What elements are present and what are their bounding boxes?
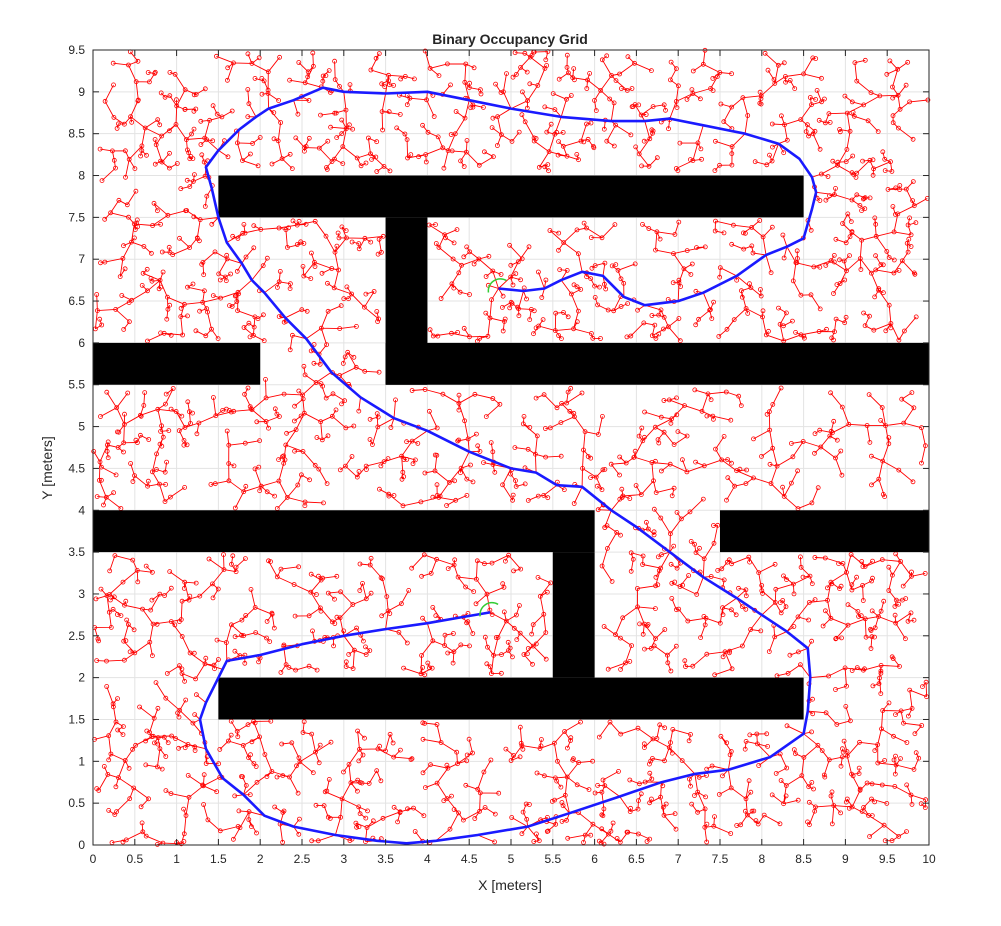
y-axis-label: Y [meters] (39, 436, 55, 500)
x-tick-label: 8 (758, 852, 765, 866)
obstacle-block (93, 342, 261, 385)
y-tick-label: 6 (78, 336, 85, 350)
x-tick-label: 1 (173, 852, 180, 866)
obstacle-block (218, 175, 804, 218)
y-tick-label: 8 (78, 169, 85, 183)
goal-marker (487, 278, 507, 293)
axes (92, 49, 930, 846)
obstacles (93, 175, 930, 720)
x-tick-label: 9 (842, 852, 849, 866)
x-tick-label: 6 (591, 852, 598, 866)
x-tick-label: 7 (675, 852, 682, 866)
x-tick-label: 3 (340, 852, 347, 866)
y-tick-label: 8.5 (68, 127, 85, 141)
obstacle-block (552, 552, 595, 678)
start-goal-markers (479, 278, 507, 617)
y-tick-label: 7.5 (68, 210, 85, 224)
tree-nodes (91, 47, 931, 847)
x-tick-label: 4.5 (461, 852, 478, 866)
x-tick-label: 1.5 (210, 852, 227, 866)
y-tick-label: 5 (78, 420, 85, 434)
y-tick-label: 4.5 (68, 461, 85, 475)
x-tick-label: 6.5 (628, 852, 645, 866)
x-tick-label: 3.5 (377, 852, 394, 866)
planned-path (198, 86, 818, 845)
rrt-tree (91, 47, 931, 847)
y-tick-label: 6.5 (68, 294, 85, 308)
y-tick-label: 2.5 (68, 629, 85, 643)
y-tick-label: 0 (78, 838, 85, 852)
y-tick-label: 4 (78, 503, 85, 517)
x-tick-label: 5 (508, 852, 515, 866)
y-tick-label: 9 (78, 85, 85, 99)
y-tick-label: 1.5 (68, 712, 85, 726)
x-tick-label: 2.5 (294, 852, 311, 866)
y-tick-label: 3 (78, 587, 85, 601)
x-axis-label: X [meters] (478, 877, 542, 893)
obstacle-block (385, 342, 930, 385)
x-tick-label: 4 (424, 852, 431, 866)
chart-title: Binary Occupancy Grid (432, 31, 588, 47)
x-tick-label: 7.5 (712, 852, 729, 866)
y-tick-label: 5.5 (68, 378, 85, 392)
y-tick-label: 1 (78, 754, 85, 768)
y-tick-label: 2 (78, 671, 85, 685)
y-tick-label: 3.5 (68, 545, 85, 559)
path-line (198, 86, 818, 845)
x-tick-label: 9.5 (879, 852, 896, 866)
obstacle-block (720, 510, 929, 553)
obstacle-block (218, 677, 804, 720)
y-tick-label: 7 (78, 252, 85, 266)
grid-lines (92, 49, 930, 846)
y-tick-label: 0.5 (68, 796, 85, 810)
obstacle-block (93, 510, 595, 553)
tick-labels: 0 0.5 1 1.5 2 2.5 3 3.5 4 4.5 5 5.5 6 6.5 7 7.5 8 8.5 9 9.5… (68, 43, 936, 866)
x-tick-label: 8.5 (795, 852, 812, 866)
x-tick-label: 5.5 (544, 852, 561, 866)
x-tick-label: 2 (257, 852, 264, 866)
x-tick-label: 10 (922, 852, 936, 866)
start-marker (479, 601, 499, 617)
x-tick-label: 0.5 (126, 852, 143, 866)
x-tick-label: 0 (90, 852, 97, 866)
y-tick-label: 9.5 (68, 43, 85, 57)
